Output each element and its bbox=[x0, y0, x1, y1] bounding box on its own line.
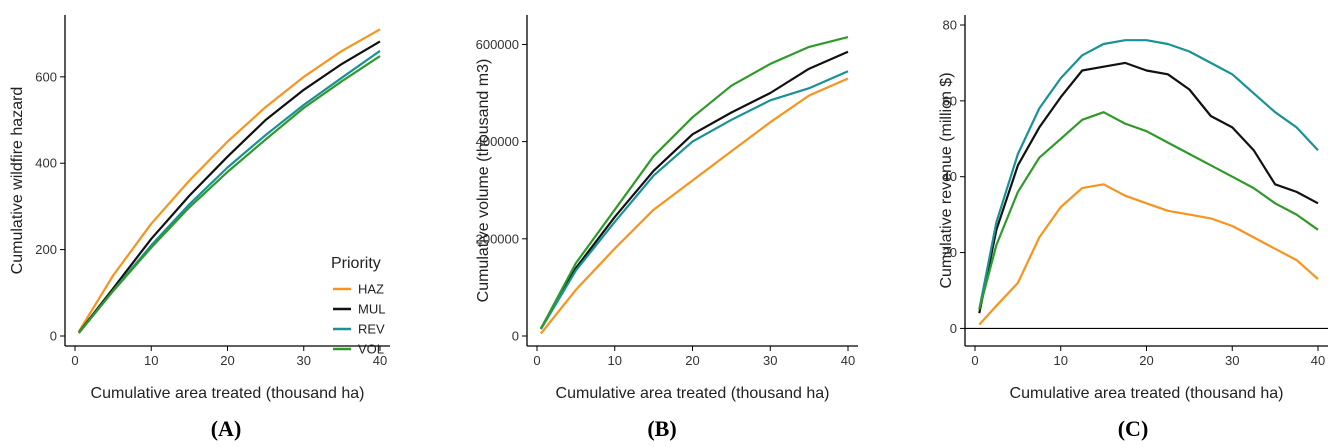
panel-label-c: (C) bbox=[1118, 416, 1149, 441]
y-tick-label: 200 bbox=[35, 242, 57, 257]
series-line-mul-a bbox=[77, 40, 381, 334]
series-line-vol-a bbox=[77, 55, 381, 334]
x-tick-label: 0 bbox=[71, 353, 78, 368]
y-tick-label: 400 bbox=[35, 156, 57, 171]
legend-label-rev: REV bbox=[358, 322, 385, 337]
x-tick-label: 30 bbox=[763, 353, 777, 368]
series-line-vol-b bbox=[539, 36, 849, 330]
y-axis-title-b: Cumulative volume (thousand m3) bbox=[475, 59, 492, 303]
legend: Priority HAZ MUL REV VOL bbox=[331, 255, 385, 357]
panel-b: 0 10 20 30 40 0 200000 400000 600000 Cumulative a… bbox=[475, 15, 858, 402]
y-tick-label: 40 bbox=[943, 169, 957, 184]
x-tick-label: 40 bbox=[841, 353, 855, 368]
x-tick-label: 20 bbox=[685, 353, 699, 368]
x-tick-label: 30 bbox=[297, 353, 311, 368]
legend-title: Priority bbox=[331, 255, 381, 272]
series-line-vol-c bbox=[978, 111, 1319, 310]
y-tick-label: 20 bbox=[943, 245, 957, 260]
x-tick-label: 40 bbox=[373, 353, 387, 368]
y-tick-label: 400000 bbox=[476, 134, 519, 149]
y-tick-label: 80 bbox=[943, 18, 957, 33]
x-axis-title-a: Cumulative area treated (thousand ha) bbox=[91, 385, 365, 402]
x-tick-label: 20 bbox=[1139, 353, 1153, 368]
y-axis-title-a: Cumulative wildfire hazard bbox=[9, 87, 26, 275]
series-line-rev-b bbox=[539, 70, 849, 330]
legend-label-vol: VOL bbox=[358, 342, 384, 357]
x-tick-label: 10 bbox=[144, 353, 158, 368]
series-line-haz-c bbox=[978, 183, 1319, 326]
x-tick-label: 30 bbox=[1225, 353, 1239, 368]
panel-label-b: (B) bbox=[647, 416, 676, 441]
legend-label-mul: MUL bbox=[358, 302, 385, 317]
y-tick-label: 0 bbox=[950, 321, 957, 336]
y-tick-label: 600000 bbox=[476, 37, 519, 52]
x-tick-label: 0 bbox=[971, 353, 978, 368]
series-line-haz-a bbox=[77, 28, 381, 333]
x-axis-title-c: Cumulative area treated (thousand ha) bbox=[1010, 385, 1284, 402]
y-tick-label: 200000 bbox=[476, 231, 519, 246]
series-line-haz-b bbox=[540, 77, 849, 335]
y-tick-label: 60 bbox=[943, 93, 957, 108]
legend-label-haz: HAZ bbox=[358, 282, 384, 297]
series-line-mul-b bbox=[539, 50, 849, 330]
y-tick-label: 0 bbox=[50, 329, 57, 344]
x-tick-label: 40 bbox=[1311, 353, 1325, 368]
y-tick-label: 600 bbox=[35, 69, 57, 84]
y-tick-label: 0 bbox=[512, 329, 519, 344]
x-axis-title-b: Cumulative area treated (thousand ha) bbox=[556, 385, 830, 402]
x-tick-label: 10 bbox=[1054, 353, 1068, 368]
y-axis-title-c: Cumulative revenue (million $) bbox=[938, 72, 955, 288]
x-tick-label: 20 bbox=[220, 353, 234, 368]
x-tick-label: 10 bbox=[608, 353, 622, 368]
panel-c: 0 10 20 30 40 0 20 40 60 80 Cumulative area treate… bbox=[938, 15, 1328, 402]
series-line-rev-a bbox=[77, 50, 381, 334]
x-tick-label: 0 bbox=[533, 353, 540, 368]
panel-label-a: (A) bbox=[211, 416, 242, 441]
series-line-rev-c bbox=[978, 39, 1319, 310]
series-line-mul-c bbox=[978, 61, 1319, 314]
